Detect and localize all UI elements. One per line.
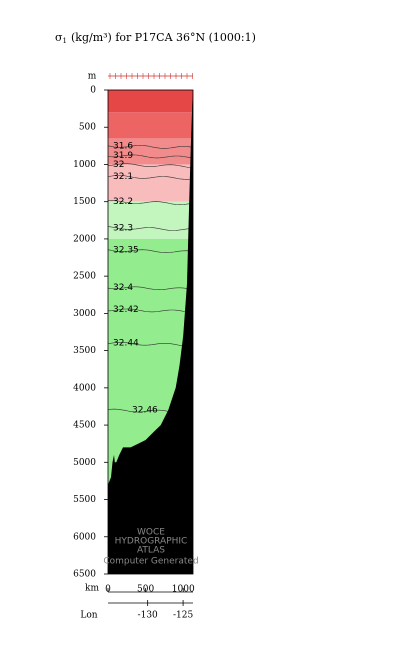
contour-label: 32.44: [113, 339, 139, 349]
contour-label: 32: [113, 160, 124, 170]
fill-band: [108, 138, 193, 165]
fill-band: [108, 164, 193, 202]
contour-label: 32.42: [113, 305, 139, 315]
plot-frame: [107, 89, 194, 575]
y-tick-label: 3000: [73, 309, 96, 319]
title-text: (kg/m³) for P17CA 36°N (1000:1): [71, 31, 256, 44]
y-tick-label: 5000: [73, 458, 96, 468]
y-tick-label: 6500: [73, 570, 96, 580]
contour-label: 32.46: [132, 406, 158, 416]
watermark: Computer Generated: [103, 557, 198, 567]
contour-line: [108, 308, 193, 313]
y-tick-label: 2000: [73, 234, 96, 244]
watermark: HYDROGRAPHIC: [115, 537, 188, 547]
x-tick-label: 0: [105, 585, 111, 595]
lon-axis-label: Lon: [80, 611, 97, 621]
fill-band: [108, 90, 193, 113]
y-tick-label: 2500: [73, 272, 96, 282]
contour-label: 32.1: [113, 172, 133, 182]
fill-band: [108, 112, 193, 139]
contour-label: 32.35: [113, 246, 139, 256]
contour-line: [107, 163, 193, 168]
contour-line: [107, 200, 193, 205]
contour-line: [107, 249, 193, 253]
contour-label: 32.3: [113, 223, 133, 233]
chart-title: σ1 (kg/m³) for P17CA 36°N (1000:1): [55, 31, 256, 45]
title-subscript: 1: [63, 37, 67, 45]
watermark: WOCE: [137, 528, 165, 538]
x-tick-label: 1000: [172, 585, 195, 595]
watermark: ATLAS: [137, 546, 165, 556]
x-tick-label: 500: [137, 585, 154, 595]
y-tick-label: 4000: [73, 383, 96, 393]
y-tick-label: 1500: [73, 197, 96, 207]
y-axis-label: m: [88, 72, 97, 82]
contour-label: 32.4: [113, 283, 133, 293]
y-tick-label: 5500: [73, 495, 96, 505]
contour-line: [107, 342, 193, 347]
lon-tick-label: -130: [138, 611, 158, 621]
y-tick-label: 500: [79, 123, 96, 133]
bathymetry: [108, 90, 193, 574]
y-tick-label: 0: [90, 86, 96, 96]
contour-label: 31.9: [113, 151, 133, 161]
title-symbol: σ: [55, 31, 63, 44]
y-tick-label: 1000: [73, 160, 96, 170]
contour-line: [107, 145, 193, 149]
y-tick-label: 3500: [73, 346, 96, 356]
contour-line: [107, 226, 193, 231]
contour-label: 32.2: [113, 197, 133, 207]
x-axis-label: km: [85, 584, 99, 594]
contour-line: [107, 154, 193, 159]
y-tick-label: 4500: [73, 421, 96, 431]
lon-tick-label: -125: [173, 611, 193, 621]
y-tick-label: 6000: [73, 532, 96, 542]
contour-line: [107, 175, 193, 180]
contour-line: [107, 286, 193, 290]
contour-label: 31.6: [113, 141, 133, 151]
fill-band: [108, 201, 193, 239]
